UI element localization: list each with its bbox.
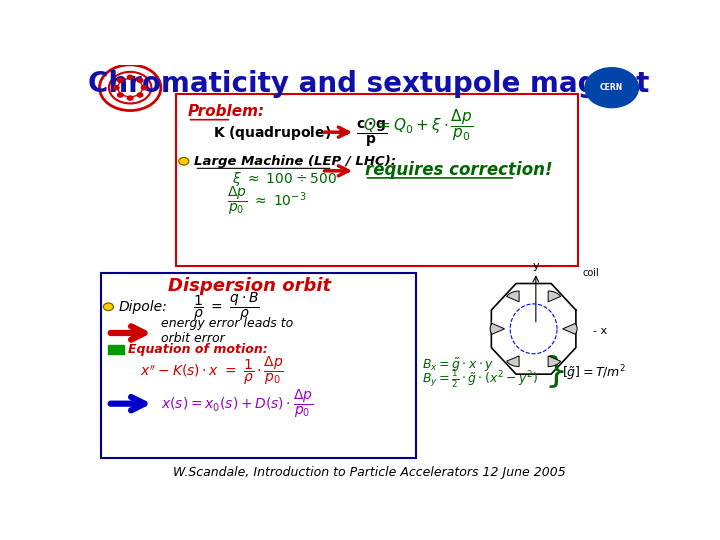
Text: $x'' - K(s) \cdot x\ =\ \dfrac{1}{\rho} \cdot \dfrac{\Delta p}{p_0}$: $x'' - K(s) \cdot x\ =\ \dfrac{1}{\rho} … bbox=[140, 354, 284, 387]
Text: $\xi \ \approx \ 100 \div 500$: $\xi \ \approx \ 100 \div 500$ bbox=[233, 170, 337, 188]
Circle shape bbox=[127, 75, 133, 79]
Text: W.Scandale, Introduction to Particle Accelerators 12 June 2005: W.Scandale, Introduction to Particle Acc… bbox=[173, 466, 565, 479]
Text: coil: coil bbox=[582, 268, 599, 278]
Wedge shape bbox=[562, 323, 577, 334]
Text: Large Machine (LEP / LHC):: Large Machine (LEP / LHC): bbox=[194, 155, 396, 168]
Wedge shape bbox=[507, 356, 519, 367]
Text: Dispersion orbit: Dispersion orbit bbox=[168, 277, 331, 295]
Bar bbox=[176, 94, 578, 266]
Wedge shape bbox=[507, 291, 519, 302]
Circle shape bbox=[117, 93, 123, 97]
Circle shape bbox=[179, 158, 189, 165]
Text: CERN: CERN bbox=[600, 83, 624, 92]
Text: Chromaticity and sextupole magnet: Chromaticity and sextupole magnet bbox=[89, 70, 649, 98]
Text: y: y bbox=[533, 261, 539, 271]
Text: requires correction!: requires correction! bbox=[364, 160, 552, 179]
Circle shape bbox=[114, 85, 119, 90]
Text: $B_x = \tilde{g} \cdot x \cdot y$: $B_x = \tilde{g} \cdot x \cdot y$ bbox=[422, 356, 494, 374]
Text: $\dfrac{\Delta p}{p_0} \ \approx \ 10^{-3}$: $\dfrac{\Delta p}{p_0} \ \approx \ 10^{-… bbox=[227, 185, 306, 218]
Circle shape bbox=[117, 78, 123, 83]
Text: $Q = Q_0 + \xi \cdot \dfrac{\Delta p}{p_0}$: $Q = Q_0 + \xi \cdot \dfrac{\Delta p}{p_… bbox=[364, 107, 474, 143]
Text: $x(s) = x_0(s) + D(s) \cdot \dfrac{\Delta p}{p_0}$: $x(s) = x_0(s) + D(s) \cdot \dfrac{\Delt… bbox=[161, 388, 314, 420]
Wedge shape bbox=[490, 323, 505, 334]
Circle shape bbox=[127, 96, 133, 100]
Text: Equation of motion:: Equation of motion: bbox=[128, 343, 268, 356]
Text: - x: - x bbox=[593, 326, 608, 336]
Text: Dipole:: Dipole: bbox=[119, 300, 168, 314]
Wedge shape bbox=[548, 356, 561, 367]
Circle shape bbox=[138, 78, 143, 83]
Circle shape bbox=[138, 93, 143, 97]
Circle shape bbox=[141, 85, 147, 90]
Text: $[\tilde{g}] = T/m^2$: $[\tilde{g}] = T/m^2$ bbox=[562, 363, 626, 383]
Text: }: } bbox=[545, 355, 568, 389]
Text: $\dfrac{1}{\rho}\ =\ \dfrac{q \cdot B}{\rho}$: $\dfrac{1}{\rho}\ =\ \dfrac{q \cdot B}{\… bbox=[193, 291, 260, 323]
Bar bbox=[109, 346, 124, 354]
Text: Problem:: Problem: bbox=[188, 104, 265, 119]
Bar bbox=[101, 273, 416, 458]
Circle shape bbox=[104, 303, 114, 310]
Text: energy error leads to
orbit error: energy error leads to orbit error bbox=[161, 317, 294, 345]
Circle shape bbox=[585, 68, 639, 107]
Wedge shape bbox=[548, 291, 561, 302]
Text: $\mathbf{K\ (quadrupole)\ =\ \dfrac{c \cdot g}{p}}$: $\mathbf{K\ (quadrupole)\ =\ \dfrac{c \c… bbox=[213, 118, 387, 149]
Text: $B_y = \frac{1}{2} \cdot \tilde{g} \cdot (x^2 - y^2)$: $B_y = \frac{1}{2} \cdot \tilde{g} \cdot… bbox=[422, 368, 538, 390]
